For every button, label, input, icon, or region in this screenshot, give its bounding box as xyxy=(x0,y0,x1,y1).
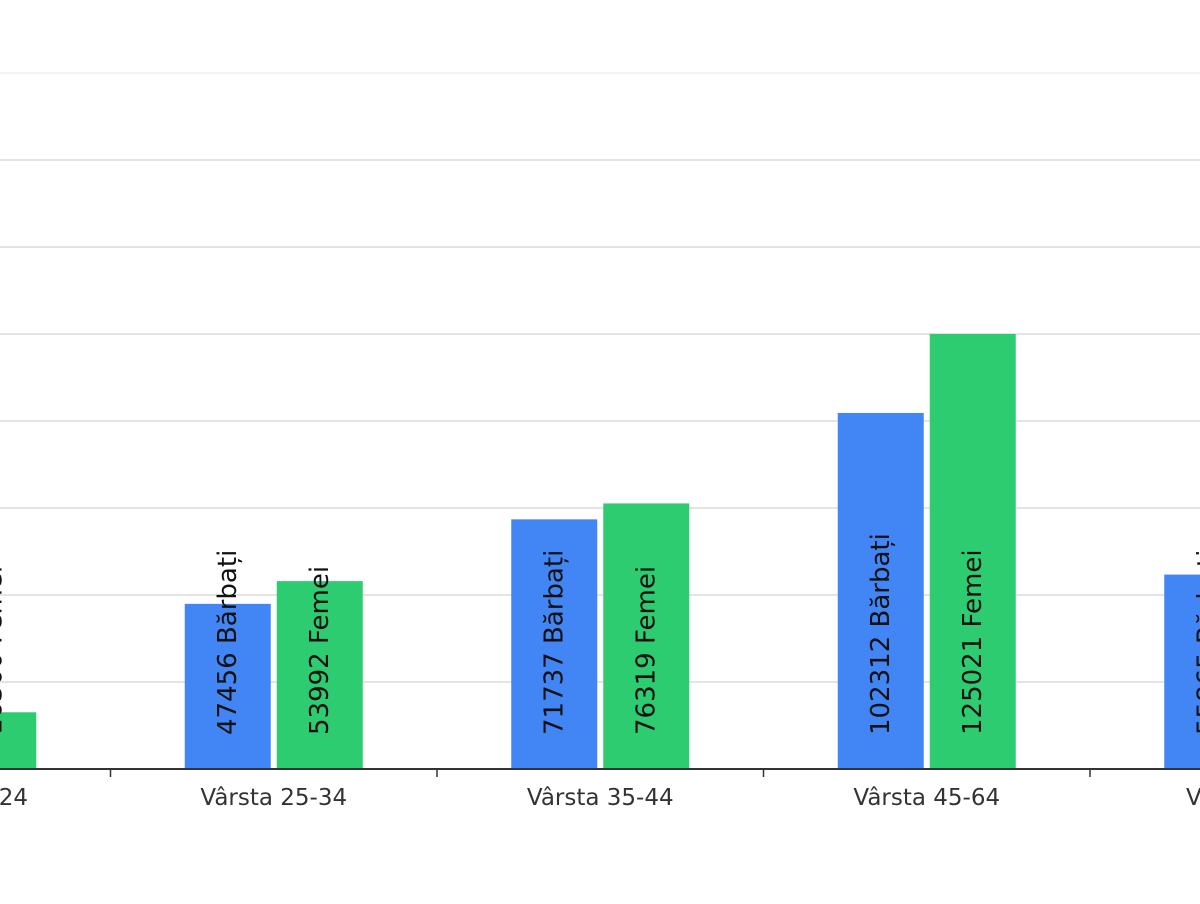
data-label: 125021 Femei xyxy=(958,549,988,735)
bar xyxy=(929,333,1016,769)
bar xyxy=(1164,574,1200,769)
bar xyxy=(837,412,924,769)
bar xyxy=(0,712,37,769)
data-label: 16300 Femei xyxy=(0,566,8,735)
bar xyxy=(276,581,363,769)
bar xyxy=(603,503,690,769)
x-tick-label: 24 xyxy=(0,785,28,811)
data-label: 53992 Femei xyxy=(305,566,335,735)
x-tick-label: Vârsta 45-64 xyxy=(853,785,1000,811)
data-label: 71737 Bărbați xyxy=(539,550,569,735)
x-tick-label: Vârsta 35-44 xyxy=(527,785,674,811)
data-label: 55865 Bărbați xyxy=(1192,550,1200,735)
data-label: 47456 Bărbați xyxy=(213,550,243,735)
x-tick-label: V xyxy=(1186,785,1200,811)
bar xyxy=(184,603,271,769)
x-tick-label: Vârsta 25-34 xyxy=(200,785,347,811)
data-label: 76319 Femei xyxy=(631,566,661,735)
data-label: 102312 Bărbați xyxy=(866,533,896,735)
bar xyxy=(511,519,598,769)
